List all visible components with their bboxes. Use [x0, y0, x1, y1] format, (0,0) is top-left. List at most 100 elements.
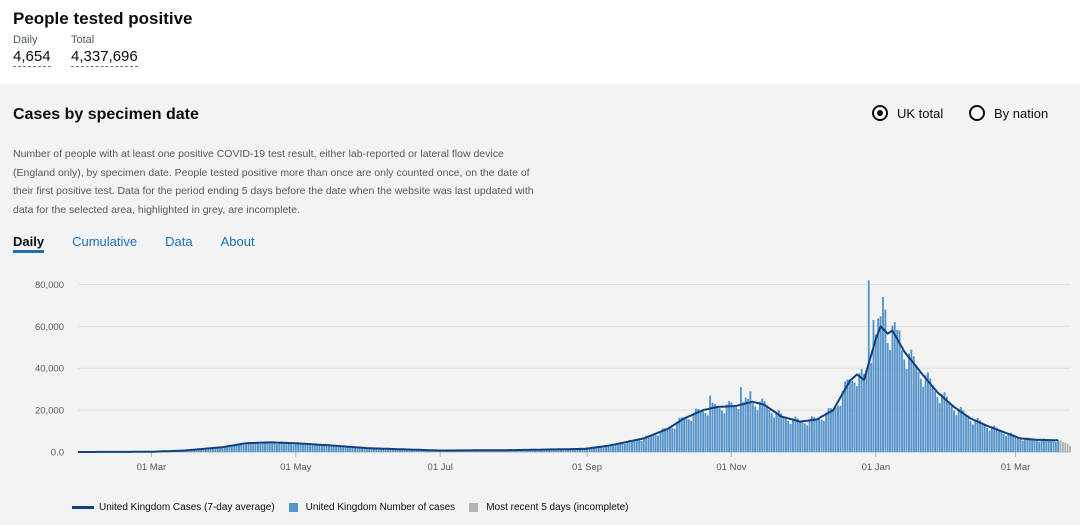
tab-bar: Daily Cumulative Data About: [13, 234, 283, 253]
cases-bar: [810, 416, 813, 452]
cases-bar: [768, 409, 771, 452]
incomplete-bar: [1069, 446, 1071, 452]
cases-bar: [328, 445, 330, 452]
cases-bar: [536, 449, 539, 452]
cases-bar: [929, 378, 932, 452]
cases-bar: [235, 444, 238, 452]
cases-bar: [884, 309, 887, 452]
cases-bar: [922, 386, 925, 452]
cases-bar: [690, 420, 693, 452]
legend-item-incomplete[interactable]: Most recent 5 days (incomplete): [469, 502, 628, 513]
cases-bar: [1019, 439, 1022, 452]
cases-bar: [332, 445, 335, 452]
legend-item-cases[interactable]: United Kingdom Number of cases: [288, 502, 456, 513]
cases-bar: [863, 373, 865, 452]
daily-value[interactable]: 4,654: [13, 48, 51, 67]
radio-unselected-icon[interactable]: [969, 105, 985, 121]
cases-bar: [1031, 439, 1034, 452]
cases-bar: [766, 405, 768, 452]
cases-bar: [967, 417, 970, 452]
cases-bar: [995, 427, 998, 452]
cases-bar: [692, 412, 695, 452]
cases-bar: [193, 450, 195, 452]
cases-bar: [983, 425, 986, 452]
legend-item-average[interactable]: United Kingdom Cases (7-day average): [72, 502, 275, 513]
cases-bar: [744, 397, 747, 452]
cases-bar: [673, 428, 676, 452]
cases-bar: [825, 412, 828, 452]
cases-bar: [990, 426, 993, 452]
cases-bar: [841, 391, 844, 452]
cases-bar: [671, 428, 674, 452]
cases-bar: [773, 417, 776, 452]
cases-bar: [964, 414, 967, 452]
cases-bar: [612, 443, 615, 452]
cases-bar: [552, 449, 555, 452]
cases-bar: [311, 443, 314, 452]
cases-bar: [240, 444, 243, 452]
cases-bar: [562, 448, 565, 452]
cases-bar: [1016, 437, 1019, 452]
cases-bar: [649, 435, 652, 452]
cases-bar: [301, 443, 304, 452]
cases-bar: [344, 446, 347, 452]
tab-about[interactable]: About: [220, 234, 255, 249]
cases-bar: [247, 442, 250, 452]
cases-bar: [782, 416, 785, 452]
legend-incomplete-label: Most recent 5 days (incomplete): [486, 502, 629, 513]
cases-bar: [590, 448, 593, 452]
cases-bar: [822, 420, 825, 452]
cases-bar: [903, 359, 906, 452]
cases-bar: [285, 442, 288, 452]
cases-bar: [219, 447, 221, 452]
total-value[interactable]: 4,337,696: [71, 48, 138, 67]
cases-bar: [254, 443, 257, 452]
cases-bar: [747, 399, 749, 452]
cases-bar: [304, 444, 307, 452]
cases-bar: [531, 449, 534, 452]
cases-bar: [543, 449, 546, 452]
cases-bar: [342, 447, 345, 452]
cases-bar: [694, 408, 697, 452]
cases-bar: [981, 423, 984, 452]
tab-cumulative[interactable]: Cumulative: [72, 234, 138, 249]
cases-bar: [642, 437, 645, 452]
cases-bar: [548, 449, 551, 452]
cases-card: Cases by specimen date UK total By natio…: [0, 84, 1080, 525]
cases-bar: [1054, 441, 1057, 452]
radio-uk-total[interactable]: UK total: [872, 105, 943, 121]
cases-bar: [957, 408, 960, 452]
cases-bar: [799, 421, 802, 452]
cases-bar: [264, 441, 266, 452]
cases-bar: [595, 446, 598, 452]
cases-bar: [273, 443, 276, 452]
cases-bar: [316, 443, 319, 452]
cases-bar: [846, 379, 849, 452]
cases-bar: [953, 410, 955, 452]
cases-bar: [832, 409, 835, 452]
average-line: [78, 325, 1059, 453]
radio-by-nation[interactable]: By nation: [969, 105, 1048, 121]
cases-bar: [860, 369, 863, 452]
radio-selected-icon[interactable]: [872, 105, 888, 121]
cases-bar: [891, 325, 894, 452]
cases-bar: [725, 404, 728, 452]
legend-cases-label: United Kingdom Number of cases: [305, 502, 456, 513]
cases-bar: [858, 373, 861, 452]
cases-bar: [228, 445, 231, 452]
cases-bar: [936, 397, 939, 452]
cases-bar: [638, 440, 641, 452]
x-tick-label: 01 Jan: [862, 462, 891, 473]
cases-bar: [413, 449, 416, 452]
cases-bar: [1045, 439, 1048, 452]
tab-daily[interactable]: Daily: [13, 234, 45, 253]
cases-bar: [853, 382, 856, 452]
cases-bar: [380, 448, 382, 452]
cases-bar: [668, 428, 671, 452]
tab-data[interactable]: Data: [165, 234, 193, 249]
cases-bar: [290, 443, 293, 452]
cases-bar: [803, 423, 806, 452]
cases-bar: [614, 443, 617, 452]
cases-bar: [889, 350, 892, 452]
cases-bar: [716, 406, 719, 452]
